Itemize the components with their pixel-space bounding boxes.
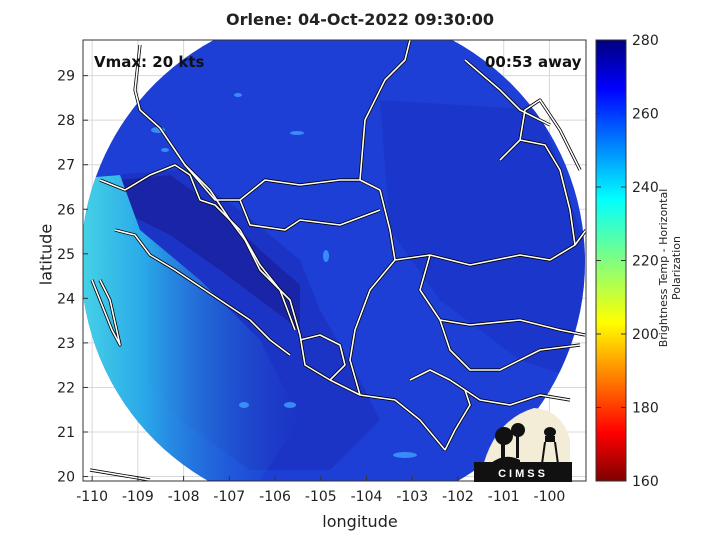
x-tick-label: -100: [534, 489, 566, 505]
coastline-border: [184, 164, 381, 201]
time-away-annotation: 00:53 away: [485, 53, 582, 71]
colorbar-tick-label: 200: [632, 327, 659, 343]
coastline-border: [89, 469, 151, 481]
colorbar-tick-label: 180: [632, 401, 659, 417]
coastline-border: [114, 229, 291, 356]
coastlines-borders: [89, 40, 586, 481]
x-tick-label: -109: [122, 489, 154, 505]
colorbar-tick-label: 160: [632, 474, 659, 490]
coastline-border: [134, 44, 446, 451]
coastline-border: [439, 319, 586, 336]
x-tick-label: -102: [442, 489, 474, 505]
cimss-logo: CIMSS: [474, 408, 572, 482]
coastline-border: [419, 254, 581, 371]
colorbar-tick-label: 240: [632, 180, 659, 196]
x-tick-label: -104: [351, 489, 383, 505]
colorbar-tick-label: 280: [632, 33, 659, 49]
vmax-annotation: Vmax: 20 kts: [94, 53, 205, 71]
coastline-border: [91, 279, 121, 346]
y-tick-label: 21: [57, 425, 75, 441]
y-tick-label: 26: [57, 202, 75, 218]
colorbar-ticks: 160 180 200 220 240 260 280: [596, 33, 659, 490]
x-tick-label: -103: [396, 489, 428, 505]
coastline-border: [99, 164, 296, 331]
coastline-border: [499, 139, 576, 246]
coastline-border: [299, 334, 346, 381]
colorbar-tick-label: 220: [632, 254, 659, 270]
x-tick-label: -105: [305, 489, 337, 505]
y-tick-label: 22: [57, 380, 75, 396]
colorbar-tick-label: 260: [632, 107, 659, 123]
coastline-border: [359, 40, 411, 181]
coastline-border: [464, 389, 571, 406]
axis-ticks: -110 -109 -108 -107 -106 -105 -104 -103 -102 -101…: [57, 69, 565, 505]
y-tick-label: 24: [57, 291, 75, 307]
y-tick-label: 29: [57, 69, 75, 85]
coastline-border: [379, 189, 586, 266]
y-tick-label: 20: [57, 470, 75, 486]
colorbar-label: Brightness Temp - Horizontal Polarizatio…: [657, 188, 683, 348]
x-tick-label: -106: [259, 489, 291, 505]
coastline-border: [464, 59, 551, 126]
x-tick-label: -101: [488, 489, 520, 505]
x-tick-label: -110: [76, 489, 108, 505]
coastline-border: [239, 199, 381, 231]
x-tick-label: -108: [168, 489, 200, 505]
axes-frame: [82, 39, 587, 482]
map-title: Orlene: 04-Oct-2022 09:30:00: [225, 10, 494, 29]
y-tick-label: 27: [57, 158, 75, 174]
y-tick-label: 28: [57, 113, 75, 129]
y-axis-label: latitude: [36, 223, 56, 286]
coastline-border: [349, 259, 396, 396]
x-tick-label: -107: [213, 489, 245, 505]
radar-disc: [83, 40, 585, 481]
y-tick-label: 23: [57, 336, 75, 352]
x-axis-label: longitude: [322, 512, 398, 531]
coastline-border: [519, 99, 581, 171]
logo-text: CIMSS: [498, 468, 548, 480]
y-tick-label: 25: [57, 247, 75, 263]
